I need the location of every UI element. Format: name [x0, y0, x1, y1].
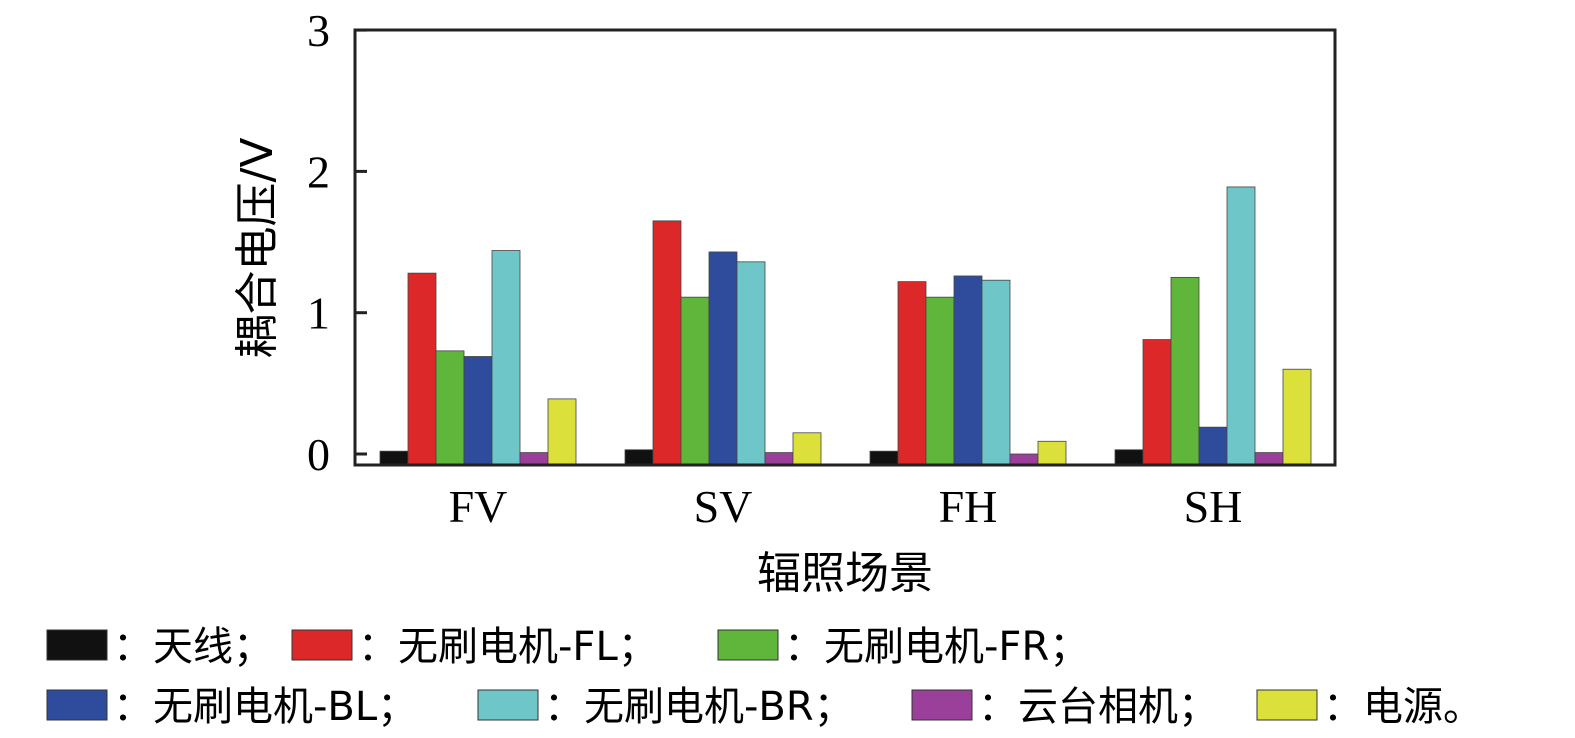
bar-SV-电源 [792, 432, 822, 466]
y-tick-label: 3 [307, 5, 330, 56]
bar-FV-无刷电机-FL [407, 272, 437, 466]
legend-label: ：无刷电机-BL； [113, 684, 417, 730]
bar-SH-云台相机 [1254, 452, 1284, 466]
bar-FH-无刷电机-BL [953, 275, 983, 466]
y-axis-label: 耦合电压/V [232, 138, 283, 359]
x-tick-label: SV [694, 481, 753, 532]
bar-FV-无刷电机-FR [435, 350, 465, 466]
legend-label: ：无刷电机-FR； [784, 624, 1089, 670]
bar-SH-无刷电机-FR [1170, 276, 1200, 466]
x-tick-label: SH [1184, 481, 1243, 532]
x-tick-label: FH [939, 481, 998, 532]
bar-SH-无刷电机-BR [1226, 186, 1256, 466]
bar-SH-无刷电机-FL [1142, 339, 1172, 466]
y-tick-label: 1 [307, 288, 330, 339]
legend-swatch [46, 689, 108, 721]
legend-swatch [717, 629, 779, 661]
y-tick-label: 2 [307, 146, 330, 197]
bar-FH-无刷电机-BR [981, 279, 1011, 466]
bar-SH-电源 [1282, 368, 1312, 466]
bar-SH-天线 [1114, 449, 1144, 466]
bar-FV-云台相机 [519, 452, 549, 466]
legend-swatch [46, 629, 108, 661]
legend-swatch [911, 689, 973, 721]
bar-SV-无刷电机-FL [652, 220, 682, 466]
bar-FH-无刷电机-FL [897, 281, 927, 466]
legend-label: ：无刷电机-BR； [544, 684, 854, 730]
bar-FV-电源 [547, 398, 577, 466]
bar-SV-云台相机 [764, 452, 794, 466]
bar-FH-云台相机 [1009, 453, 1039, 466]
bar-FV-无刷电机-BR [491, 250, 521, 466]
legend-label: ：无刷电机-FL； [358, 624, 658, 670]
bar-SV-无刷电机-FR [680, 296, 710, 466]
bar-SH-无刷电机-BL [1198, 426, 1228, 466]
plot-frame [353, 28, 1337, 467]
bar-FV-无刷电机-BL [463, 356, 493, 466]
x-axis-label: 辐照场景 [757, 548, 933, 599]
bar-FH-无刷电机-FR [925, 296, 955, 466]
y-tick-label: 0 [307, 429, 330, 480]
legend-swatch [1256, 689, 1318, 721]
bar-FH-天线 [869, 450, 899, 466]
legend-swatch [291, 629, 353, 661]
legend-label: ：云台相机； [978, 684, 1218, 730]
legend-label: ：电源。 [1323, 684, 1483, 730]
bar-FV-天线 [379, 450, 409, 466]
bar-SV-天线 [624, 449, 654, 466]
x-tick-label: FV [449, 481, 508, 532]
legend-swatch [477, 689, 539, 721]
bar-FH-电源 [1037, 440, 1067, 466]
bar-SV-无刷电机-BL [708, 251, 738, 466]
bar-SV-无刷电机-BR [736, 261, 766, 466]
legend-label: ：天线； [113, 624, 273, 670]
legend: ：天线； ：无刷电机-FL； ：无刷电机-FR； ：无刷电机-BL； ：无刷电机-BR；… [46, 624, 1483, 730]
